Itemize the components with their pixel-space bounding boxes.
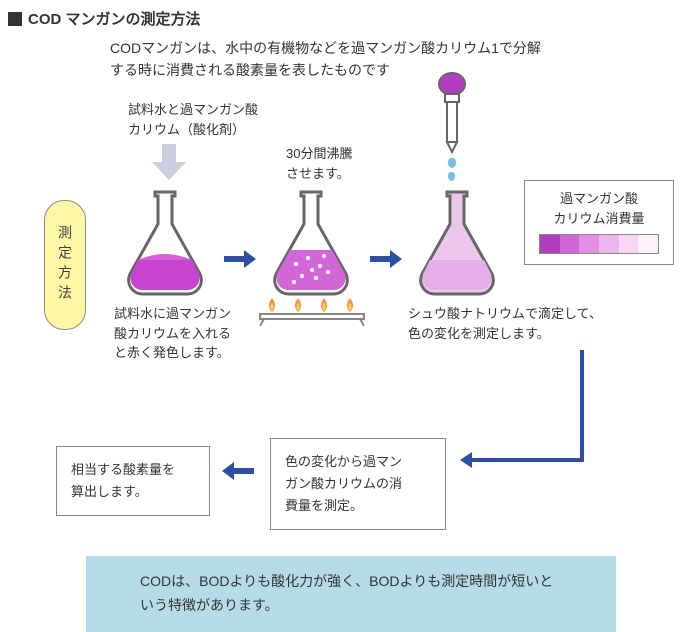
flask-3-icon (412, 186, 502, 296)
arrow-down-icon (152, 144, 186, 182)
drop-icon (448, 158, 456, 168)
summary-box: CODは、BODよりも酸化力が強く、BODよりも測定時間が短いという特徴がありま… (86, 556, 616, 632)
consumption-gradient-box: 過マンガン酸 カリウム消費量 (524, 180, 674, 265)
reagent-label: 試料水と過マンガン酸 カリウム（酸化剤） (128, 100, 298, 139)
summary-text: CODは、BODよりも酸化力が強く、BODよりも測定時間が短いという特徴がありま… (140, 573, 553, 613)
title-bullet-icon (8, 12, 22, 26)
intro-text: CODマンガンは、水中の有機物などを過マンガン酸カリウム1で分解する時に消費され… (110, 37, 550, 82)
gradient-box-title: 過マンガン酸 カリウム消費量 (535, 189, 663, 228)
arrow-left-icon (222, 462, 254, 480)
method-pill: 測定方法 (44, 200, 86, 330)
page-title-row: COD マンガンの測定方法 (0, 0, 700, 31)
flask-2-icon (266, 186, 356, 296)
result-box-calc-text: 相当する酸素量を 算出します。 (71, 462, 175, 499)
method-pill-label: 測定方法 (55, 225, 75, 305)
flask-1-icon (120, 186, 210, 296)
page-title: COD マンガンの測定方法 (28, 8, 201, 29)
arrow-right-icon (224, 250, 256, 268)
flask-1-caption: 試料水に過マンガン 酸カリウムを入れる と赤く発色します。 (114, 304, 264, 363)
arrow-elbow-icon (460, 350, 600, 470)
boil-label: 30分間沸騰 させます。 (286, 144, 406, 183)
result-box-measure-text: 色の変化から過マン ガン酸カリウムの消 費量を測定。 (285, 454, 402, 513)
result-box-measure: 色の変化から過マン ガン酸カリウムの消 費量を測定。 (270, 438, 446, 530)
arrow-right-icon (370, 250, 402, 268)
flask-3-caption: シュウ酸ナトリウムで滴定して、 色の変化を測定します。 (408, 304, 638, 343)
diagram-stage: 測定方法 試料水と過マンガン酸 カリウム（酸化剤） 30分間沸騰 させます。 (0, 100, 700, 440)
burner-flames-icon (258, 296, 366, 326)
result-box-calc: 相当する酸素量を 算出します。 (56, 446, 210, 516)
drop-icon (448, 172, 455, 181)
gradient-strip-icon (539, 234, 659, 254)
